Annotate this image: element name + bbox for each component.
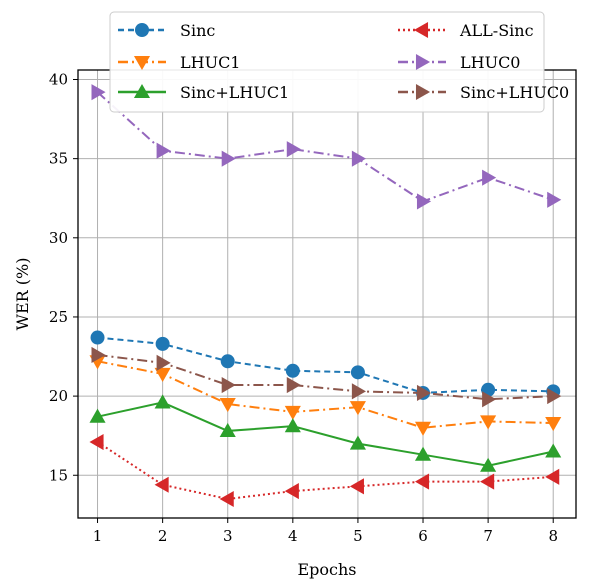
- data-point: [414, 473, 430, 490]
- data-point: [155, 336, 170, 351]
- plot-frame: [77, 69, 577, 519]
- data-point: [286, 141, 301, 158]
- series-lhuc1: [89, 355, 562, 436]
- legend-item: Sinc+LHUC1: [118, 83, 289, 102]
- legend-label: LHUC0: [460, 53, 520, 72]
- grid-lines: [78, 70, 576, 518]
- legend-item: ALL-Sinc: [398, 21, 534, 40]
- data-point: [480, 457, 497, 472]
- data-point: [349, 478, 364, 495]
- data-point: [351, 383, 366, 400]
- data-point: [89, 408, 106, 423]
- legend-item: Sinc+LHUC0: [398, 83, 569, 102]
- data-point: [284, 405, 301, 420]
- data-point: [416, 384, 432, 401]
- data-point: [350, 365, 365, 380]
- data-point: [545, 443, 562, 458]
- data-point: [219, 422, 236, 437]
- data-point: [220, 354, 235, 369]
- data-point: [90, 330, 105, 345]
- data-point: [351, 150, 366, 167]
- series-line: [97, 401, 554, 467]
- y-tick-label: 25: [49, 308, 68, 326]
- y-axis-label: WER (%): [13, 258, 32, 331]
- data-point: [156, 142, 171, 159]
- data-point: [545, 468, 560, 485]
- data-point: [547, 388, 562, 405]
- data-point: [482, 391, 497, 408]
- data-point: [154, 394, 171, 409]
- x-tick-label: 3: [223, 527, 233, 545]
- data-point: [414, 446, 432, 461]
- data-point: [91, 346, 106, 363]
- legend: Sinc LHUC1 Sinc+LHUC1 ALL-Sinc LHUC0 Sinc+LHU…: [109, 11, 569, 113]
- x-tick-label: 1: [93, 527, 103, 545]
- data-point: [286, 376, 301, 394]
- legend-item: LHUC0: [398, 53, 520, 72]
- x-tick-label: 7: [483, 527, 493, 545]
- data-point: [480, 473, 495, 490]
- data-point: [482, 169, 497, 186]
- x-axis-label: Epochs: [297, 560, 356, 579]
- y-tick-label: 15: [49, 466, 68, 484]
- series-sinc-lhuc0: [91, 346, 562, 408]
- legend-marker: [413, 21, 429, 39]
- legend-box: [109, 11, 545, 113]
- data-point: [545, 416, 562, 432]
- y-tick-label: 40: [49, 70, 68, 88]
- data-point: [349, 435, 366, 450]
- x-tick-label: 2: [158, 527, 168, 545]
- legend-marker: [415, 53, 431, 71]
- data-point: [285, 363, 300, 378]
- data-point: [219, 397, 236, 413]
- legend-label: Sinc+LHUC1: [180, 83, 289, 102]
- series-lhuc0: [91, 84, 562, 210]
- data-point: [221, 150, 236, 167]
- x-tick-label: 6: [418, 527, 428, 545]
- series-line: [97, 353, 554, 401]
- legend-label: Sinc+LHUC0: [460, 83, 569, 102]
- data-point: [221, 376, 236, 394]
- x-tick-label: 8: [548, 527, 558, 545]
- data-point: [284, 418, 301, 433]
- x-tick-label: 4: [288, 527, 298, 545]
- legend-label: ALL-Sinc: [459, 21, 534, 40]
- data-point: [154, 476, 169, 493]
- data-point: [284, 483, 299, 500]
- series-all-sinc: [89, 433, 560, 508]
- legend-label: Sinc: [180, 21, 215, 40]
- data-point: [414, 421, 432, 436]
- legend-marker: [133, 83, 151, 99]
- legend-item: LHUC1: [118, 53, 240, 72]
- series-sinc-lhuc1: [89, 394, 562, 472]
- legend-marker: [133, 55, 151, 71]
- axis-ticks: 1 2 3 4 5 6 7 8 15 20 25 30 35 40: [49, 70, 558, 545]
- data-point: [480, 415, 497, 430]
- y-tick-label: 30: [49, 229, 68, 247]
- y-tick-label: 35: [49, 150, 68, 168]
- data-point: [416, 193, 432, 210]
- series-lines: [89, 84, 562, 508]
- legend-item: Sinc: [118, 21, 215, 40]
- data-point: [91, 84, 106, 101]
- x-tick-label: 5: [353, 527, 363, 545]
- data-point: [89, 433, 104, 451]
- data-point: [154, 367, 171, 382]
- legend-label: LHUC1: [180, 53, 240, 72]
- data-point: [349, 401, 366, 416]
- legend-marker: [415, 83, 431, 101]
- series-line: [97, 336, 554, 394]
- data-point: [547, 191, 562, 208]
- data-point: [219, 490, 234, 508]
- legend-marker: [135, 23, 149, 37]
- data-point: [156, 354, 171, 371]
- series-line: [96, 91, 554, 203]
- y-tick-label: 20: [49, 387, 68, 405]
